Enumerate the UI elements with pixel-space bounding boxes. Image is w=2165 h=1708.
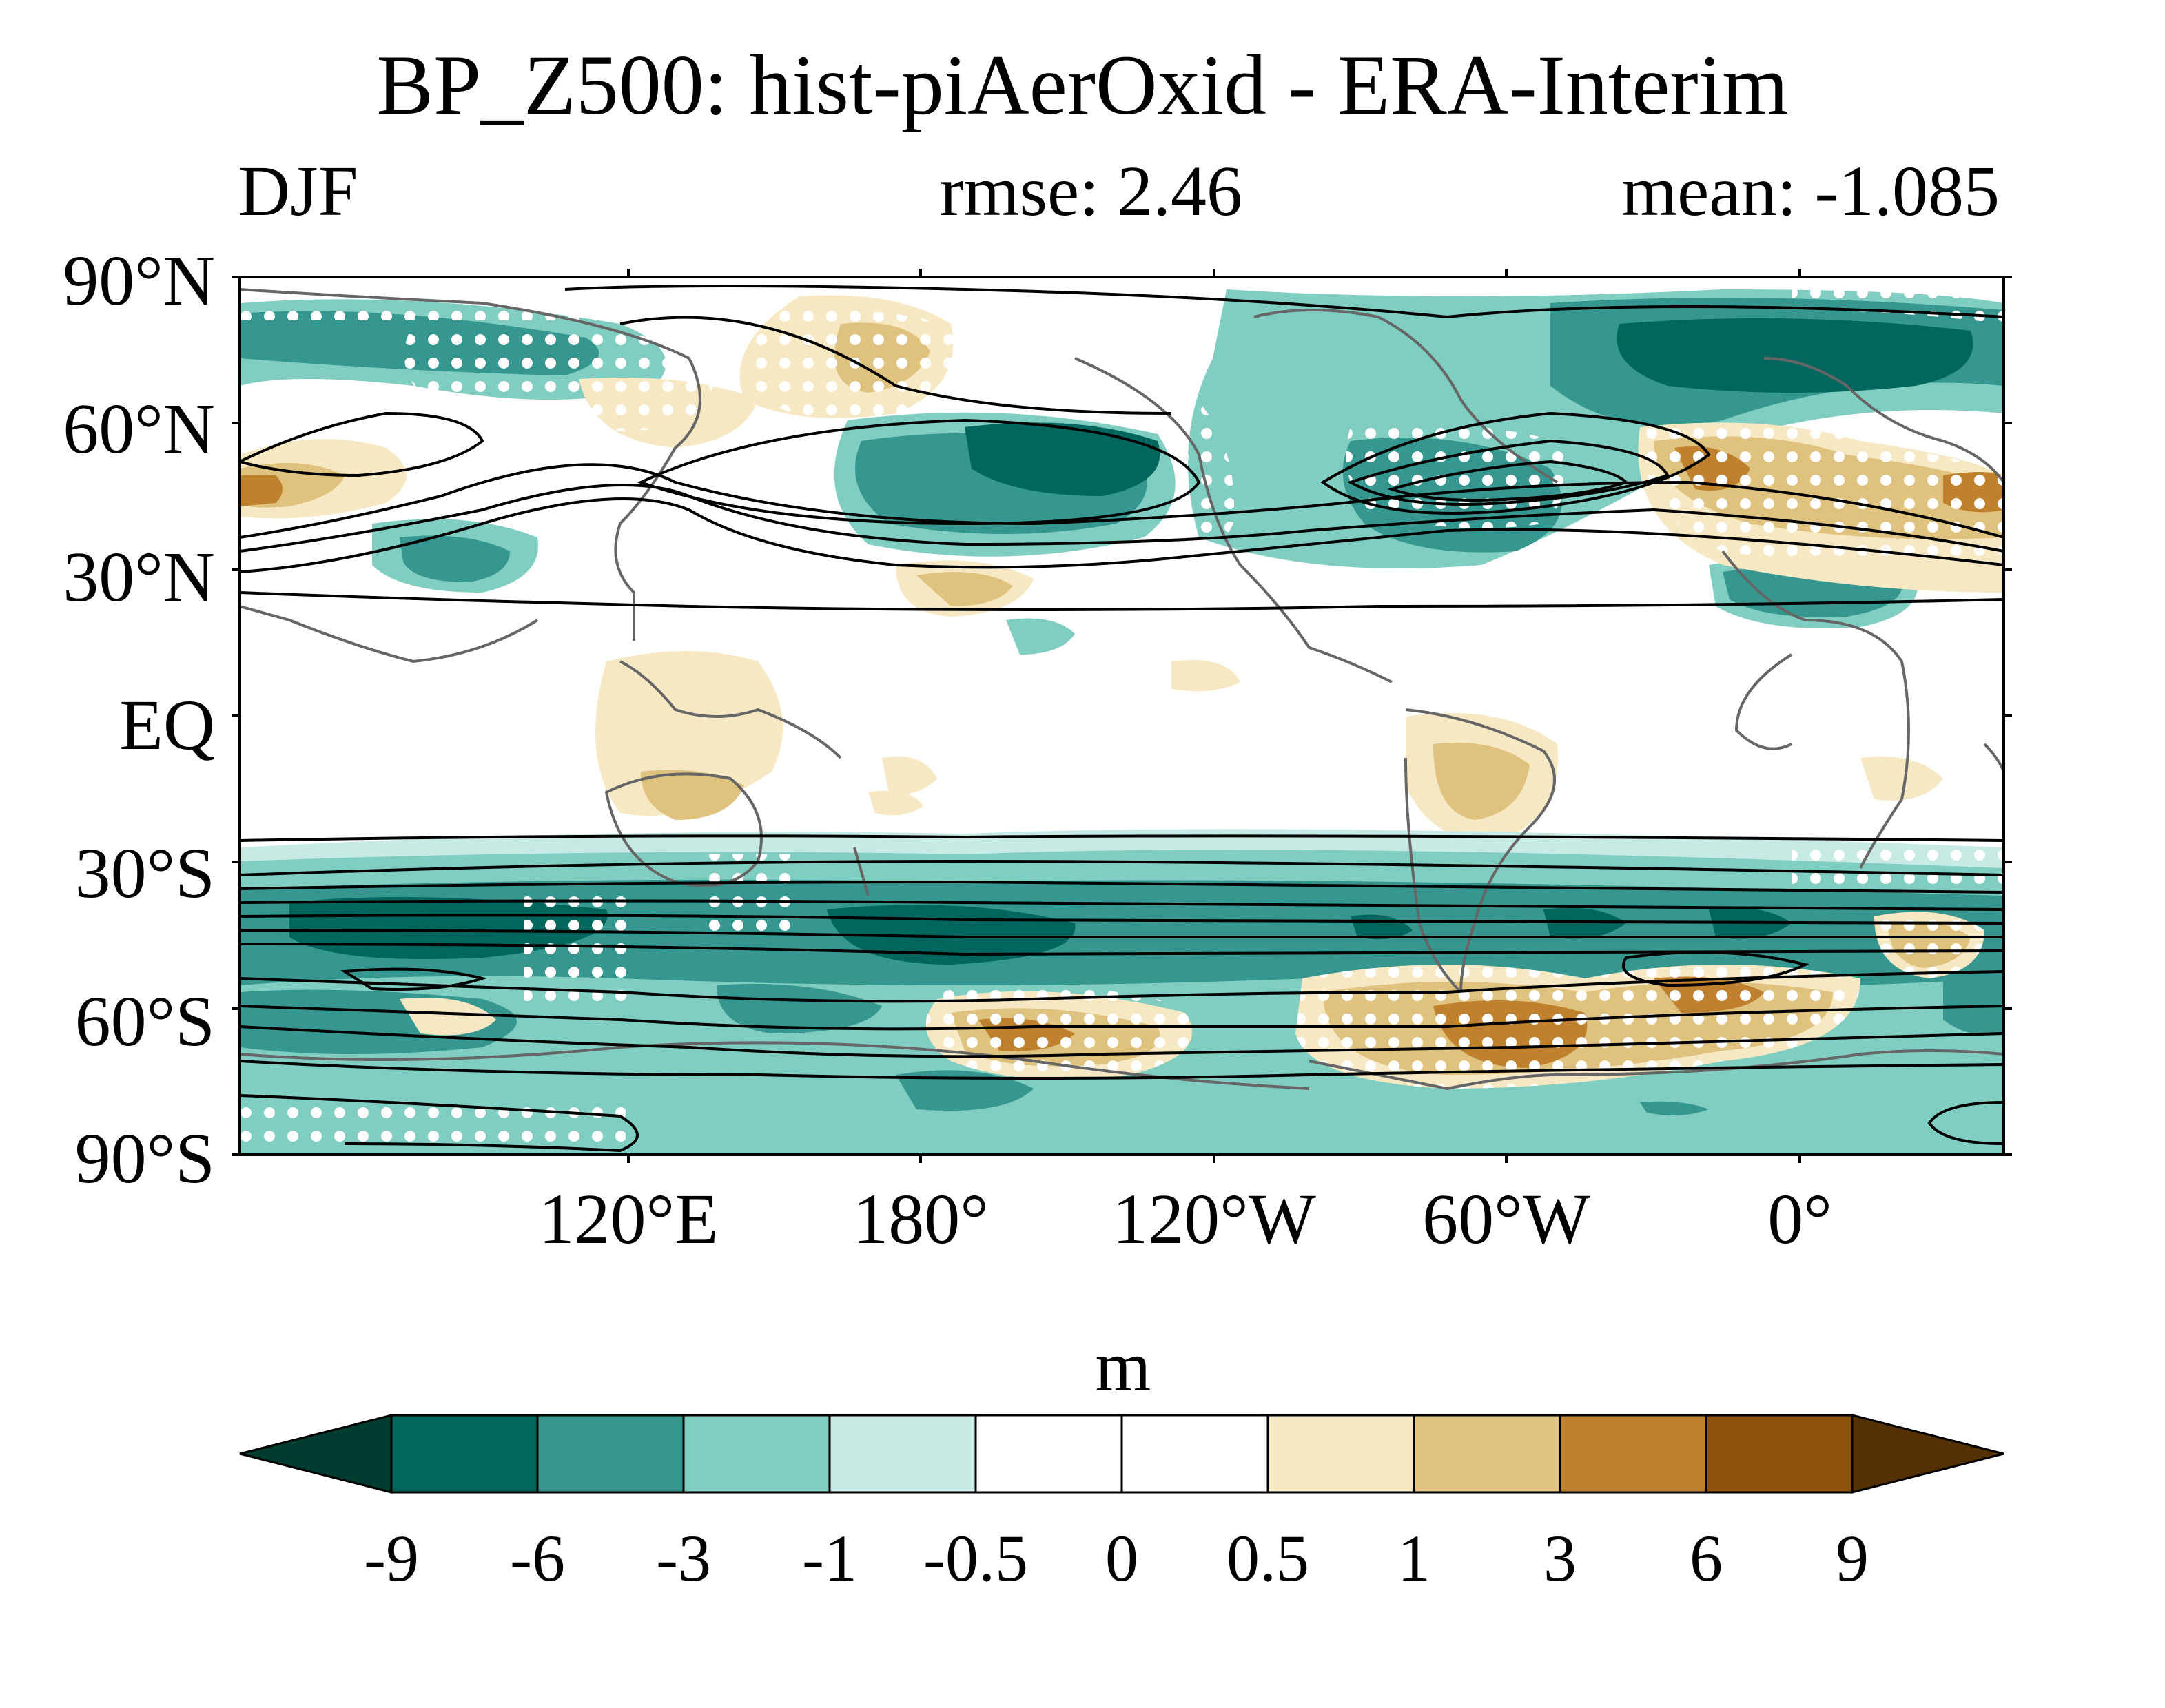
lat-tick-label: 90°S	[74, 1119, 215, 1198]
lon-tick-label: 120°W	[1112, 1180, 1316, 1259]
colorbar-tick-label: 3	[1543, 1521, 1577, 1595]
colorbar-tick-label: -9	[364, 1521, 419, 1595]
colorbar-box	[390, 1414, 539, 1494]
colorbar-box	[1413, 1414, 1561, 1494]
colorbar-tick-label: 0	[1105, 1521, 1138, 1595]
colorbar-box	[536, 1414, 685, 1494]
lat-tick-label: 60°S	[74, 982, 215, 1061]
lon-tick-label: 180°	[852, 1180, 989, 1259]
rmse-label: rmse: 2.46	[940, 152, 1243, 231]
colorbar-box	[1266, 1414, 1415, 1494]
colorbar-units: m	[1095, 1327, 1151, 1406]
colorbar-box	[974, 1414, 1123, 1494]
colorbar-tick-label: -3	[656, 1521, 711, 1595]
colorbar-box	[1120, 1414, 1269, 1494]
significance-stippling	[240, 279, 2004, 1155]
colorbar-box	[1705, 1414, 1854, 1494]
colorbar-tick-label: -1	[802, 1521, 857, 1595]
colorbar-tick-label: -6	[510, 1521, 565, 1595]
lon-tick-label: 120°E	[538, 1180, 719, 1259]
colorbar-box	[682, 1414, 831, 1494]
mean-label: mean: -1.085	[1621, 152, 2000, 231]
lon-tick-label: 60°W	[1422, 1180, 1590, 1259]
lat-tick-label: 60°N	[63, 389, 215, 469]
colorbar-tick-label: 0.5	[1227, 1521, 1309, 1595]
colorbar-tick-label: 1	[1397, 1521, 1430, 1595]
climatology-contours	[240, 285, 2004, 1153]
lat-tick-label: 30°S	[74, 834, 215, 913]
colorbar-extend-low	[239, 1414, 393, 1494]
lat-tick-label: 30°N	[63, 537, 215, 617]
map-field	[240, 277, 2004, 1155]
colorbar-tick-label: 6	[1690, 1521, 1723, 1595]
colorbar-box	[1559, 1414, 1707, 1494]
colorbar-tick-label: -0.5	[923, 1521, 1028, 1595]
lat-tick-label: EQ	[119, 686, 215, 765]
season-label: DJF	[238, 152, 358, 231]
colorbar	[239, 1414, 2004, 1494]
axis-ticks	[232, 269, 2012, 1163]
lat-tick-label: 90°N	[63, 241, 215, 320]
colorbar-tick-label: 9	[1836, 1521, 1869, 1595]
map-title: BP_Z500: hist-piAerOxid - ERA-Interim	[376, 38, 1789, 132]
colorbar-extend-high	[1851, 1414, 2004, 1494]
lon-tick-label: 0°	[1767, 1180, 1832, 1259]
colorbar-box	[828, 1414, 977, 1494]
